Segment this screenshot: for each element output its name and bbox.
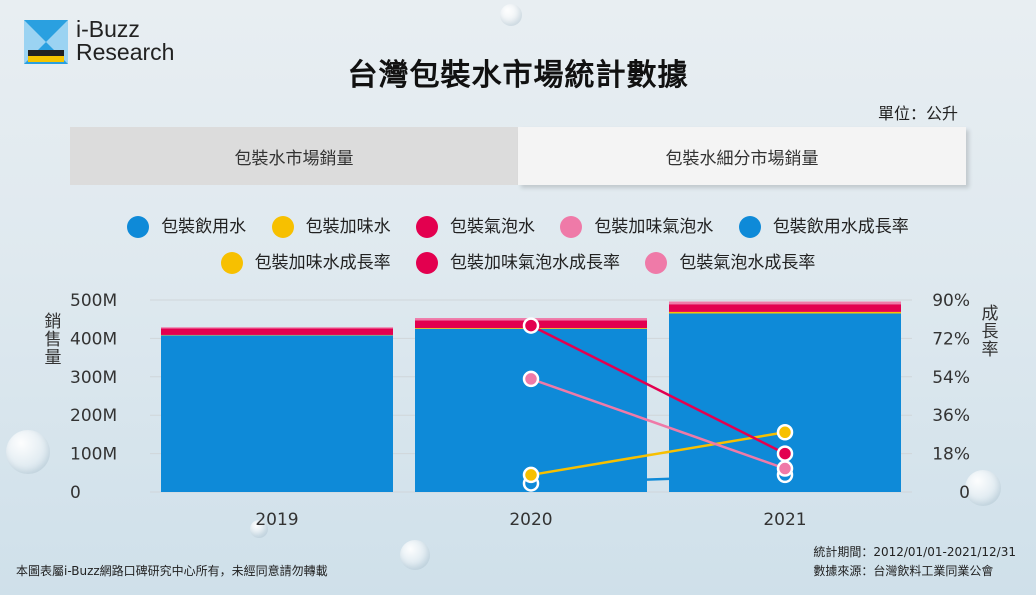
growth-line [530,431,786,477]
growth-point [522,317,540,334]
page-title: 台灣包裝水市場統計數據 [347,58,689,93]
y2-tick-label: 36% [932,406,970,426]
background-bubble [400,540,430,570]
ibuzz-logo-icon [24,20,68,64]
legend-dot [271,216,294,238]
y2-tick-label: 90% [932,291,970,311]
growth-point [776,460,794,477]
growth-point [522,466,540,484]
legend-label: 包裝加味氣泡水成長率 [450,253,620,273]
legend-label: 包裝加味水成長率 [254,253,391,273]
y-tick-label: 0 [70,483,81,503]
bar-segment [161,335,393,492]
legend-item[interactable]: 包裝飲用水 [127,212,246,242]
y-tick-label: 400M [70,329,117,349]
legend-item[interactable]: 包裝飲用水成長率 [738,212,909,242]
y-tick-label: 200M [70,406,117,426]
legend-item[interactable]: 包裝加味水 [271,212,391,242]
background-bubble [965,470,1001,506]
bar-segment [669,311,901,314]
chart-legend: 包裝飲用水 包裝加味水 包裝氣泡水 包裝加味氣泡水 包裝飲用水成長率 包裝加味水… [60,212,976,284]
background-bubble [500,4,522,26]
legend-dot [127,216,150,238]
growth-point [776,445,794,462]
bar-segment [669,304,901,312]
legend-item[interactable]: 包裝加味水成長率 [220,248,391,278]
legend-label: 包裝飲用水 [161,217,247,237]
legend-dot [738,216,761,238]
legend-item[interactable]: 包裝氣泡水成長率 [645,248,815,278]
bar-segment [161,328,393,335]
tab-bar: 包裝水市場銷量 包裝水細分市場銷量 [70,127,966,185]
legend-item[interactable]: 包裝加味氣泡水成長率 [416,248,620,278]
y-axis-title: 銷售量 [44,312,62,368]
y-tick-label: 300M [70,368,117,388]
tab-market-sales[interactable]: 包裝水市場銷量 [70,127,518,185]
x-tick-label: 2019 [255,510,298,530]
y2-tick-label: 18% [932,445,970,465]
y2-tick-label: 0 [959,483,970,503]
logo-line2: Research [76,39,175,65]
unit-label: 單位：公升 [877,104,958,123]
tab-segment-sales[interactable]: 包裝水細分市場銷量 [518,127,966,185]
legend-dot [416,216,438,238]
ibuzz-logo: i-Buzz Research [24,18,204,68]
bar-segment [669,301,901,305]
legend-label: 包裝飲用水成長率 [772,217,909,237]
copyright-note: 本圖表屬i-Buzz網路口碑研究中心所有，未經同意請勿轉載 [16,564,328,578]
source-info: 統計期間：2012/01/01-2021/12/31 數據來源：台灣飲料工業同業… [813,543,1016,581]
bar-segment [415,328,647,492]
y-tick-label: 500M [70,291,117,311]
chart-plot: 0 100M 200M 300M 400M 500M 0 18% 36% 54% 72% 90% 201… [70,291,970,530]
legend-dot [645,252,668,274]
legend-dot [560,216,583,238]
y-tick-label: 100M [70,445,117,465]
growth-point [522,370,540,388]
background-bubble [250,520,268,538]
logo-line1: i-Buzz [76,16,140,42]
y2-tick-label: 72% [932,329,970,349]
x-tick-label: 2021 [763,510,806,530]
stat-period: 統計期間：2012/01/01-2021/12/31 [813,545,1016,559]
legend-item[interactable]: 包裝加味氣泡水 [560,212,713,242]
y2-tick-label: 54% [932,368,970,388]
legend-label: 包裝加味氣泡水 [594,217,714,237]
growth-line [530,473,786,485]
legend-item[interactable]: 包裝氣泡水 [416,212,535,242]
legend-label: 包裝氣泡水成長率 [679,253,816,273]
growth-line [530,377,786,470]
x-tick-label: 2020 [509,510,552,530]
growth-line [530,324,786,455]
y2-axis-title: 成長率 [981,304,999,360]
legend-label: 包裝加味水 [305,217,391,237]
background-bubble [6,430,50,474]
legend-label: 包裝氣泡水 [450,217,535,237]
bar-segment [161,327,393,329]
legend-dot [416,252,438,274]
legend-dot [220,252,243,274]
growth-point [776,424,794,441]
data-source: 數據來源：台灣飲料工業同業公會 [813,564,994,578]
